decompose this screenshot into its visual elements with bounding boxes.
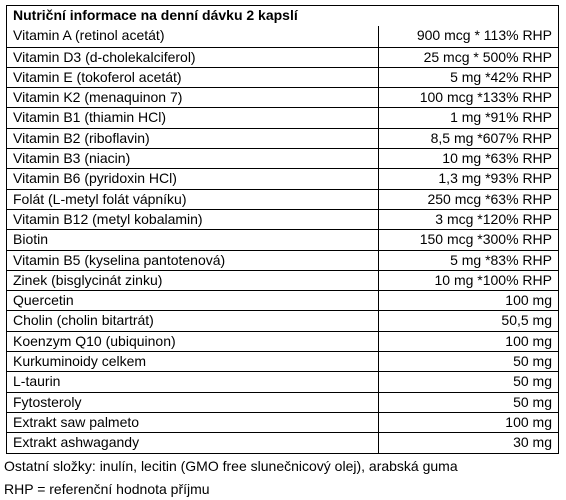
nutrient-name: Folát (L-metyl folát vápníku) <box>7 189 379 209</box>
nutrient-value: 100 mcg *133% RHP <box>419 89 552 106</box>
nutrient-name: Vitamin K2 (menaquinon 7) <box>7 88 379 108</box>
nutrient-name: Vitamin D3 (d-cholekalciferol) <box>7 47 379 67</box>
nutrient-value: 50,5 mg <box>501 312 552 329</box>
nutrient-name: Vitamin E (tokoferol acetát) <box>7 67 379 88</box>
table-row: Vitamin B6 (pyridoxin HCl) 1,3 mg *93% RH… <box>7 168 558 189</box>
nutrient-name: Vitamin A (retinol acetát) <box>7 26 379 47</box>
nutrient-name: Vitamin B12 (metyl kobalamin) <box>7 209 379 230</box>
table-title: Nutriční informace na denní dávku 2 kaps… <box>13 7 298 23</box>
table-row: Folát (L-metyl folát vápníku) 250 mcg *63… <box>7 188 558 209</box>
table-body: Vitamin A (retinol acetát) 900 mcg * 113%… <box>7 26 558 453</box>
table-row: Vitamin B3 (niacin) 10 mg *63% RHP <box>7 148 558 169</box>
nutrient-value: 25 mcg * 500% RHP <box>423 48 552 65</box>
nutrient-value: 50 mg <box>513 393 552 410</box>
nutrient-value: 30 mg <box>513 434 552 451</box>
table-row: Vitamin B12 (metyl kobalamin) 3 mcg *120%… <box>7 208 558 230</box>
nutrient-value: 3 mcg *120% RHP <box>435 210 552 227</box>
nutrient-value: 1,3 mg *93% RHP <box>438 170 552 187</box>
table-header-row: Nutriční informace na denní dávku 2 kaps… <box>7 6 558 26</box>
table-row: Vitamin E (tokoferol acetát) 5 mg *42% RH… <box>7 66 558 88</box>
nutrient-name: Biotin <box>7 230 379 250</box>
table-row: Cholin (cholin bitartrát) 50,5 mg <box>7 310 558 331</box>
table-row: Quercetin 100 mg <box>7 290 558 311</box>
nutrient-value: 5 mg *42% RHP <box>450 68 552 85</box>
nutrient-name: Vitamin B6 (pyridoxin HCl) <box>7 169 379 189</box>
table-row: Vitamin A (retinol acetát) 900 mcg * 113%… <box>7 26 558 47</box>
nutrient-value: 10 mg *63% RHP <box>442 150 552 167</box>
table-row: Extrakt ashwagandy 30 mg <box>7 432 558 453</box>
nutrient-name: Vitamin B2 (riboflavin) <box>7 128 379 149</box>
nutrient-value: 50 mg <box>513 373 552 390</box>
nutrient-value: 10 mg *100% RHP <box>434 271 552 288</box>
nutrient-value: 8,5 mg *607% RHP <box>430 129 552 146</box>
table-row: Kurkuminoidy celkem 50 mg <box>7 351 558 372</box>
table-row: Vitamin D3 (d-cholekalciferol) 25 mcg * 5… <box>7 46 558 67</box>
table-row: Extrakt saw palmeto 100 mg <box>7 411 558 433</box>
table-row: Vitamin B1 (thiamin HCl) 1 mg *91% RHP <box>7 107 558 128</box>
nutrition-table: Nutriční informace na denní dávku 2 kaps… <box>6 5 559 454</box>
rhp-note: RHP = referenční hodnota příjmu <box>4 481 210 497</box>
nutrient-name: Cholin (cholin bitartrát) <box>7 311 379 331</box>
nutrient-name: L-taurin <box>7 372 379 392</box>
table-row: Biotin 150 mcg *300% RHP <box>7 229 558 250</box>
nutrient-name: Koenzym Q10 (ubiquinon) <box>7 331 379 352</box>
nutrient-name: Extrakt saw palmeto <box>7 412 379 433</box>
nutrient-value: 900 mcg * 113% RHP <box>416 27 552 44</box>
table-row: L-taurin 50 mg <box>7 371 558 392</box>
nutrient-name: Vitamin B5 (kyselina pantotenová) <box>7 250 379 270</box>
table-row: Vitamin B5 (kyselina pantotenová) 5 mg *8… <box>7 249 558 270</box>
nutrient-value: 1 mg *91% RHP <box>450 109 552 126</box>
table-row: Koenzym Q10 (ubiquinon) 100 mg <box>7 330 558 352</box>
nutrient-value: 100 mg <box>505 292 552 309</box>
nutrient-value: 250 mcg *63% RHP <box>427 190 552 207</box>
nutrient-value: 50 mg <box>513 353 552 370</box>
nutrient-value: 150 mcg *300% RHP <box>419 231 552 248</box>
table-row: Vitamin B2 (riboflavin) 8,5 mg *607% RHP <box>7 127 558 149</box>
nutrient-name: Kurkuminoidy celkem <box>7 352 379 372</box>
nutrient-name: Fytosteroly <box>7 392 379 412</box>
nutrient-name: Extrakt ashwagandy <box>7 433 379 453</box>
other-ingredients-note: Ostatní složky: inulín, lecitin (GMO fre… <box>4 458 458 474</box>
nutrient-value: 5 mg *83% RHP <box>450 251 552 268</box>
table-row: Zinek (bisglycinát zinku) 10 mg *100% RHP <box>7 269 558 291</box>
nutrient-name: Vitamin B1 (thiamin HCl) <box>7 108 379 128</box>
nutrient-value: 100 mg <box>505 332 552 349</box>
nutrient-value: 100 mg <box>505 413 552 430</box>
nutrient-name: Vitamin B3 (niacin) <box>7 149 379 169</box>
nutrient-name: Quercetin <box>7 291 379 311</box>
table-row: Vitamin K2 (menaquinon 7) 100 mcg *133% R… <box>7 87 558 108</box>
table-row: Fytosteroly 50 mg <box>7 391 558 412</box>
nutrient-name: Zinek (bisglycinát zinku) <box>7 270 379 291</box>
